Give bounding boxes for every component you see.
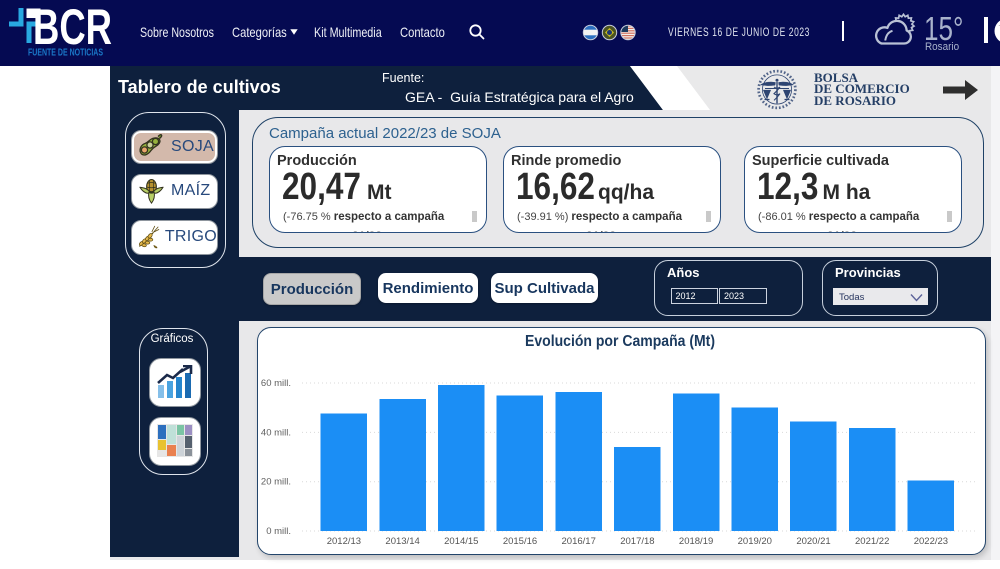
svg-text:2021/22: 2021/22 <box>855 536 889 547</box>
svg-text:2016/17: 2016/17 <box>562 536 596 547</box>
svg-text:2020/21: 2020/21 <box>796 536 830 547</box>
svg-text:FUENTE DE NOTICIAS: FUENTE DE NOTICIAS <box>28 47 103 59</box>
svg-text:BCR: BCR <box>33 0 112 55</box>
svg-text:0 mill.: 0 mill. <box>266 526 291 537</box>
svg-text:40 mill.: 40 mill. <box>261 427 291 438</box>
svg-text:2015/16: 2015/16 <box>503 536 537 547</box>
svg-text:2018/19: 2018/19 <box>679 536 713 547</box>
svg-text:2013/14: 2013/14 <box>385 536 419 547</box>
svg-text:2017/18: 2017/18 <box>620 536 654 547</box>
svg-text:2012/13: 2012/13 <box>327 536 361 547</box>
svg-text:60 mill.: 60 mill. <box>261 378 291 389</box>
svg-text:2022/23: 2022/23 <box>914 536 948 547</box>
svg-text:2019/20: 2019/20 <box>738 536 772 547</box>
svg-text:20 mill.: 20 mill. <box>261 476 291 487</box>
svg-text:Evolución por Campaña (Mt): Evolución por Campaña (Mt) <box>525 333 715 350</box>
svg-text:2014/15: 2014/15 <box>444 536 478 547</box>
